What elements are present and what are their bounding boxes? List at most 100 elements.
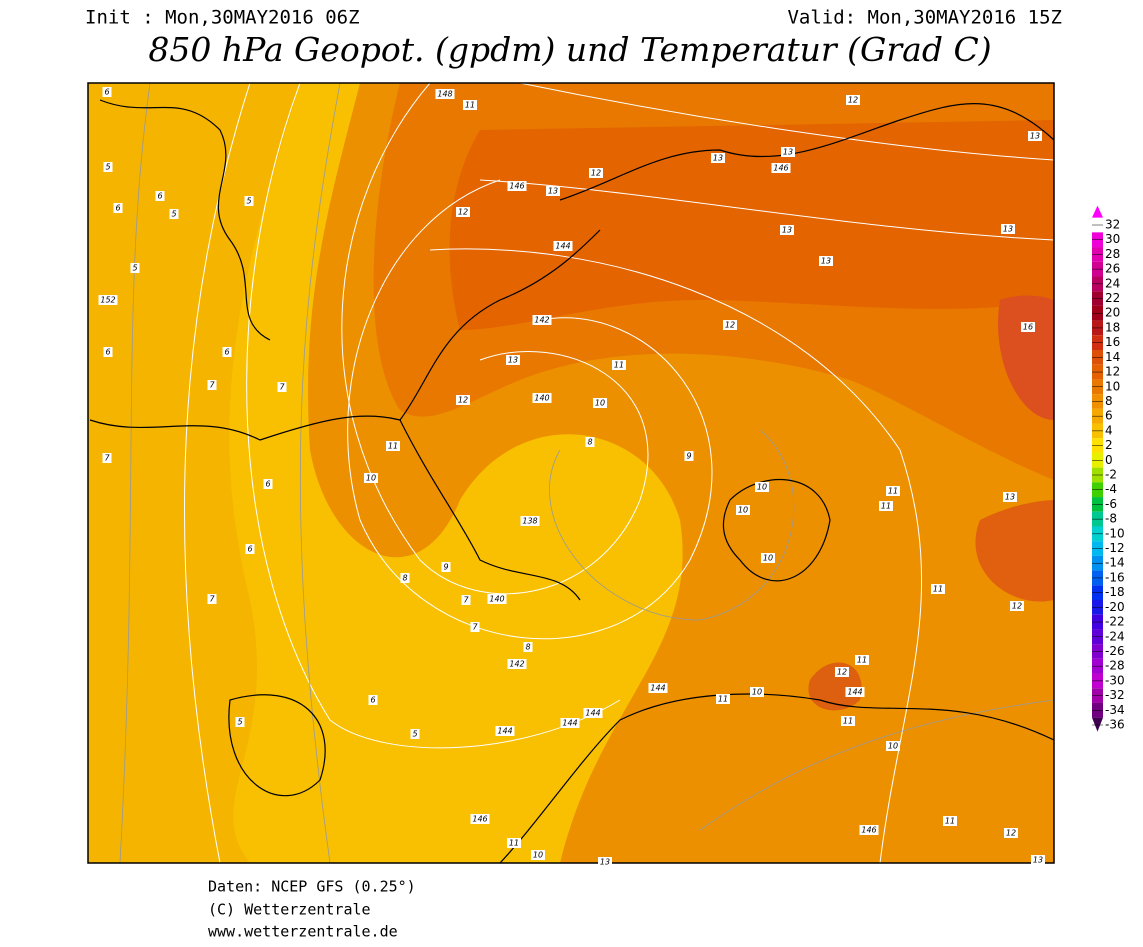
colorbar-arrow: [1092, 717, 1103, 732]
map-label: 10: [763, 554, 773, 563]
map-label: 7: [209, 595, 215, 604]
map-label-box: [507, 838, 521, 848]
colorbar-label: 26: [1105, 262, 1120, 276]
map-title: 850 hPa Geopot. (gpdm) und Temperatur (G…: [148, 30, 991, 69]
colorbar-label: 8: [1105, 394, 1113, 408]
map-label: 5: [246, 197, 251, 206]
map-label: 144: [555, 242, 570, 251]
map-label: 10: [752, 688, 762, 697]
map-label: 7: [209, 381, 215, 390]
map-label-box: [244, 196, 254, 206]
map-label: 9: [443, 563, 448, 572]
map-label-box: [593, 398, 607, 408]
map-label: 13: [1003, 225, 1013, 234]
map-label: 144: [497, 727, 512, 736]
temperature-contours: [119, 83, 1054, 863]
map-label: 12: [1006, 829, 1016, 838]
map-label-box: [931, 584, 945, 594]
map-label: 6: [157, 192, 162, 201]
colorbar-label: 2: [1105, 438, 1113, 452]
map-label: 12: [837, 668, 847, 677]
temp-zone: [998, 295, 1054, 420]
map-label: 11: [857, 656, 867, 665]
map-label-box: [736, 505, 750, 515]
temp-zone: [449, 120, 1054, 330]
map-label-box: [368, 695, 378, 705]
map-label-box: [507, 181, 527, 191]
map-label: 7: [104, 454, 110, 463]
map-label-box: [648, 683, 668, 693]
colorbar-label: 6: [1105, 409, 1113, 423]
map-label: 5: [105, 163, 110, 172]
map-label-box: [245, 544, 255, 554]
map-label-box: [943, 816, 957, 826]
map-label-box: [441, 562, 451, 572]
map-label: 5: [132, 264, 137, 273]
colorbar: 32302826242220181614121086420-2-4-6-8-10…: [1092, 205, 1125, 732]
map-label: 13: [1030, 132, 1040, 141]
map-label-box: [523, 642, 533, 652]
colorbar-label: -18: [1105, 585, 1125, 599]
map-label-box: [846, 95, 860, 105]
map-label-box: [495, 726, 515, 736]
map-label-box: [755, 482, 769, 492]
map-label-box: [130, 263, 140, 273]
map-label-box: [263, 479, 273, 489]
map-label: 146: [861, 826, 876, 835]
map-label: 13: [783, 148, 793, 157]
map-area: [88, 83, 1054, 863]
map-label: 6: [247, 545, 252, 554]
map-label: 146: [509, 182, 524, 191]
map-label-box: [103, 347, 113, 357]
colorbar-label: 32: [1105, 218, 1120, 232]
map-label: 8: [402, 574, 407, 583]
colorbar-label: -20: [1105, 600, 1125, 614]
footer-url: www.wetterzentrale.de: [208, 923, 398, 941]
map-label: 144: [585, 709, 600, 718]
map-label-box: [487, 594, 507, 604]
map-label-box: [1001, 224, 1015, 234]
map-label-box: [463, 100, 477, 110]
colorbar-label: -22: [1105, 615, 1125, 629]
map-label: 10: [533, 851, 543, 860]
colorbar-label: -10: [1105, 526, 1125, 540]
map-label: 11: [465, 101, 475, 110]
map-label-box: [400, 573, 410, 583]
colorbar-label: -34: [1105, 703, 1125, 717]
map-label: 10: [757, 483, 767, 492]
map-label: 13: [821, 257, 831, 266]
map-labels: 148 11 12 13 13 13 146 12 146 13 12 13 13 13 144 152 142…: [98, 87, 1045, 867]
map-label: 144: [562, 719, 577, 728]
map-label: 12: [458, 396, 468, 405]
map-label-box: [1031, 855, 1045, 865]
map-label-box: [277, 382, 287, 392]
map-label-box: [1003, 492, 1017, 502]
map-label-box: [98, 295, 118, 305]
colorbar-label: 4: [1105, 423, 1113, 437]
colorbar-label: 14: [1105, 350, 1120, 364]
map-label: 8: [525, 643, 530, 652]
map-label-box: [456, 207, 470, 217]
map-label-box: [364, 473, 378, 483]
map-label: 11: [945, 817, 955, 826]
colorbar-label: -32: [1105, 688, 1125, 702]
map-label: 12: [1012, 602, 1022, 611]
map-label-box: [102, 453, 112, 463]
colorbar-label: 12: [1105, 365, 1120, 379]
map-label-box: [879, 501, 893, 511]
map-label-box: [560, 718, 580, 728]
map-label-box: [222, 347, 232, 357]
temp-zone: [88, 83, 300, 863]
map-label-box: [1021, 322, 1035, 332]
map-label-box: [781, 147, 795, 157]
map-label-box: [410, 729, 420, 739]
map-label-box: [169, 209, 179, 219]
footer-source: Daten: NCEP GFS (0.25°): [208, 878, 416, 896]
colorbar-label: 18: [1105, 320, 1120, 334]
map-label-box: [102, 87, 112, 97]
map-label-box: [819, 256, 833, 266]
map-label: 146: [773, 164, 788, 173]
map-label-box: [207, 594, 217, 604]
